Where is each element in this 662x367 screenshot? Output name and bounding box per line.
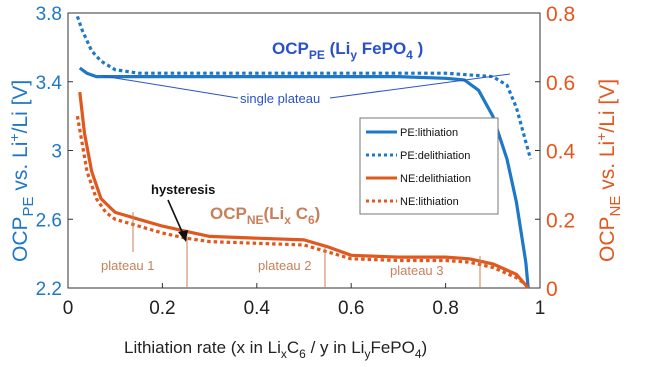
y-left-tick-label: 3 bbox=[51, 142, 62, 163]
x-tick-label: 0.6 bbox=[338, 298, 364, 319]
legend-label-ne-lithiation: NE:lithiation bbox=[400, 196, 459, 208]
legend-label-pe-delithiation: PE:delithiation bbox=[400, 150, 470, 162]
y-axis-label-left: OCPPE vs. Li+/Li [V] bbox=[6, 80, 37, 262]
series-line-ne-lithiation bbox=[75, 115, 527, 286]
legend-box bbox=[359, 117, 499, 215]
hysteresis-label: hysteresis bbox=[151, 182, 215, 197]
series-line-ne-delithiation bbox=[78, 91, 530, 290]
legend-label-ne-delithiation: NE:delithiation bbox=[400, 173, 471, 185]
tick-layer: 0 0.2 0.4 0.6 0.8 1 2.2 2.6 3 3.4 3.8 0 0.2 0.4 0.6 0.8 bbox=[36, 3, 576, 319]
plateau1-label: plateau 1 bbox=[101, 258, 155, 273]
y-left-tick-label: 2.6 bbox=[36, 210, 62, 231]
x-tick-label: 0.2 bbox=[149, 298, 175, 319]
legend-label-pe-lithiation: PE:lithiation bbox=[400, 127, 458, 139]
y-right-tick-label: 0.8 bbox=[546, 3, 575, 26]
plateau3-label: plateau 3 bbox=[390, 263, 444, 278]
y-left-tick-label: 3.8 bbox=[36, 4, 62, 25]
hysteresis-arrow bbox=[167, 199, 184, 235]
single-plateau-leader-left bbox=[102, 75, 239, 99]
x-tick-label: 0 bbox=[63, 298, 74, 319]
y-axis-label-right: OCPNE vs. Li+/Li [V] bbox=[593, 79, 624, 262]
single-plateau-leader-right bbox=[329, 73, 511, 99]
y-right-tick-label: 0.2 bbox=[546, 209, 575, 232]
y-left-tick-label: 3.4 bbox=[36, 73, 63, 94]
y-left-tick-label: 2.2 bbox=[36, 279, 62, 300]
plateau2-label: plateau 2 bbox=[258, 258, 312, 273]
y-right-tick-label: 0.4 bbox=[546, 141, 576, 164]
y-right-tick-label: 0 bbox=[546, 278, 558, 301]
single-plateau-label: single plateau bbox=[240, 91, 320, 106]
series-line-pe-delithiation bbox=[75, 15, 533, 160]
x-tick-label: 1 bbox=[535, 298, 546, 319]
pe-curve-label: OCPPE (Liy FePO4 ) bbox=[272, 39, 423, 62]
x-tick-label: 0.8 bbox=[432, 298, 458, 319]
x-tick-label: 0.4 bbox=[244, 298, 271, 319]
x-axis-label: Lithiation rate (x in LixC6 / y in LiyFe… bbox=[124, 338, 427, 361]
legend: PE:lithiation PE:delithiation NE:delithi… bbox=[359, 117, 499, 215]
ne-curve-label: OCPNE(Lix C6) bbox=[210, 204, 320, 227]
y-right-tick-label: 0.6 bbox=[546, 72, 575, 95]
hysteresis-arrowhead bbox=[178, 230, 188, 242]
